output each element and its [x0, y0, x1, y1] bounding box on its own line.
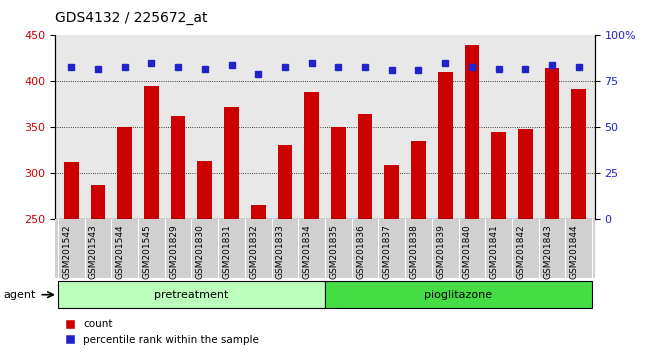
Text: GSM201544: GSM201544: [116, 224, 125, 279]
FancyBboxPatch shape: [58, 281, 325, 308]
Text: GSM201834: GSM201834: [303, 224, 311, 279]
Text: GDS4132 / 225672_at: GDS4132 / 225672_at: [55, 11, 208, 25]
Text: GSM201837: GSM201837: [383, 224, 392, 279]
Text: GSM201835: GSM201835: [330, 224, 339, 279]
Bar: [411, 141, 426, 354]
Text: GSM201545: GSM201545: [142, 224, 151, 279]
FancyBboxPatch shape: [325, 281, 592, 308]
Text: agent: agent: [3, 290, 36, 300]
Text: GSM201829: GSM201829: [169, 224, 178, 279]
Bar: [571, 89, 586, 354]
Bar: [518, 129, 532, 354]
Bar: [64, 162, 79, 354]
Bar: [438, 72, 452, 354]
Legend: count, percentile rank within the sample: count, percentile rank within the sample: [60, 315, 263, 349]
Bar: [144, 86, 159, 354]
Text: pioglitazone: pioglitazone: [424, 290, 493, 300]
Text: GSM201836: GSM201836: [356, 224, 365, 279]
Text: GSM201832: GSM201832: [249, 224, 258, 279]
Text: GSM201841: GSM201841: [489, 224, 499, 279]
Bar: [198, 161, 212, 354]
Bar: [384, 165, 399, 354]
Text: pretreatment: pretreatment: [154, 290, 229, 300]
Text: GSM201843: GSM201843: [543, 224, 552, 279]
Text: GSM201842: GSM201842: [516, 224, 525, 279]
Bar: [224, 107, 239, 354]
Bar: [90, 184, 105, 354]
Bar: [358, 114, 372, 354]
Bar: [491, 132, 506, 354]
Text: GSM201838: GSM201838: [410, 224, 419, 279]
Bar: [171, 116, 185, 354]
Bar: [118, 127, 132, 354]
Text: GSM201830: GSM201830: [196, 224, 205, 279]
Text: GSM201543: GSM201543: [89, 224, 98, 279]
Text: GSM201833: GSM201833: [276, 224, 285, 279]
Bar: [278, 145, 292, 354]
Bar: [304, 92, 319, 354]
Text: GSM201844: GSM201844: [570, 224, 578, 279]
Bar: [545, 68, 560, 354]
Text: GSM201840: GSM201840: [463, 224, 472, 279]
Text: GSM201542: GSM201542: [62, 224, 72, 279]
Bar: [331, 127, 346, 354]
Bar: [251, 205, 266, 354]
Text: GSM201839: GSM201839: [436, 224, 445, 279]
Text: GSM201831: GSM201831: [222, 224, 231, 279]
Bar: [465, 45, 479, 354]
